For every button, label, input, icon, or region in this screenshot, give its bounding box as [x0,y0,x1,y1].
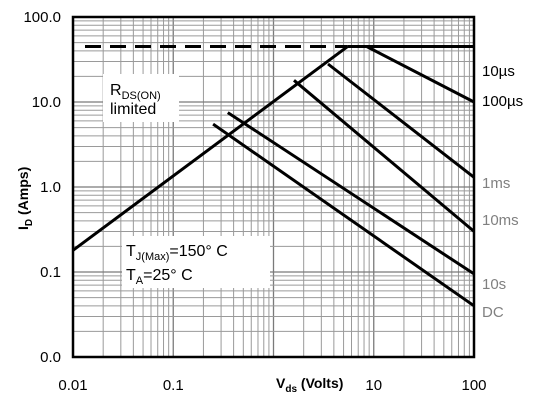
y-tick-label: 1.0 [40,179,61,196]
tick-labels: 0.01 0.1 10 100 100.0 10.0 1.0 0.1 0.0 [23,9,486,394]
curve-label-bg [479,92,530,110]
curve-label-1: 100µs [482,93,523,110]
curve-label-bg [479,62,521,80]
y-tick-label: 0.0 [40,349,61,366]
curve-labels: 10µs 100µs 1ms 10ms 10s DC [479,62,530,321]
x-tick-label: 100 [461,377,486,394]
series-lines [72,44,475,308]
ta-annotation: TA=25° C [126,267,193,287]
rds-annotation-line2: limited [110,101,156,118]
curve-label-3: 10ms [482,212,519,229]
y-tick-label: 0.1 [40,264,61,281]
curve-label-bg [479,211,521,229]
x-axis-label: Vds (Volts) [276,375,343,395]
tj-annotation: TJ(Max)=150° C [126,243,228,263]
series-line-5 [212,122,475,308]
plot-frame [71,15,476,359]
rds-on-limit-line [72,45,349,252]
grid [71,15,476,359]
y-axis-label: ID (Amps) [15,167,35,230]
curve-label-bg [479,303,503,321]
curve-label-4: 10s [482,276,506,293]
series-line-3 [293,79,475,233]
rds-annotation-bg [103,74,179,122]
curve-label-5: DC [482,304,504,321]
curve-label-bg [479,174,512,192]
x-tick-label: 10 [365,377,382,394]
y-tick-label: 100.0 [23,9,61,26]
series-line-1 [366,45,475,104]
curve-label-2: 1ms [482,175,510,192]
curve-label-0: 10µs [482,63,515,80]
series-line-2 [327,62,475,179]
temp-annotation-bg [122,236,270,288]
x-tick-label: 0.1 [163,377,184,394]
series-line-4 [226,111,475,276]
y-tick-label: 10.0 [32,94,61,111]
curve-label-bg [479,275,512,293]
x-tick-label: 0.01 [58,377,87,394]
rds-annotation-line1: RDS(ON) [110,82,161,102]
